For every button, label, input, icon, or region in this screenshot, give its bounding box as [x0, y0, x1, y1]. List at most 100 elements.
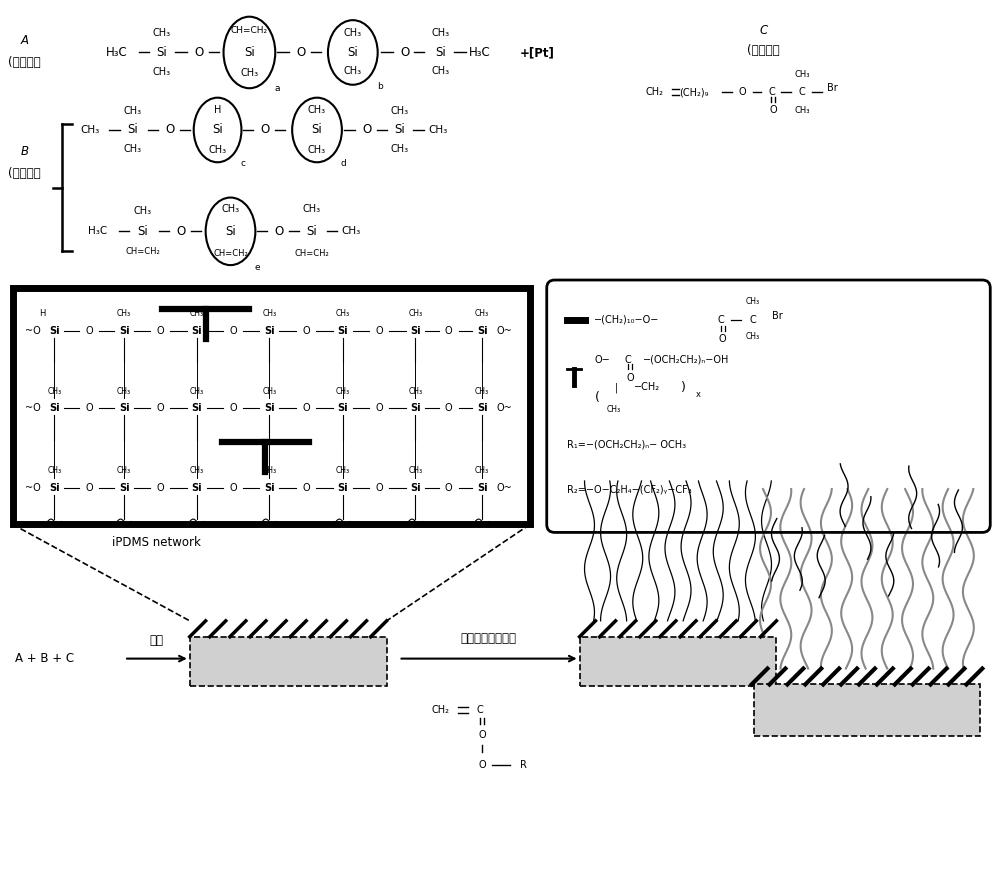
Text: B: B [21, 145, 29, 158]
Text: O~: O~ [496, 326, 512, 335]
Text: C: C [625, 355, 632, 364]
Text: CH₃: CH₃ [390, 143, 409, 154]
Text: CH₃: CH₃ [117, 309, 131, 319]
Text: CH₃: CH₃ [47, 387, 62, 396]
Text: H₃C: H₃C [106, 46, 128, 59]
Text: CH₃: CH₃ [408, 387, 423, 396]
Text: CH₃: CH₃ [117, 387, 131, 396]
Text: Br: Br [827, 84, 838, 93]
Text: Si: Si [338, 483, 348, 493]
Text: CH₃: CH₃ [190, 387, 204, 396]
Text: Si: Si [157, 46, 167, 59]
Text: A + B + C: A + B + C [15, 652, 74, 665]
Text: Si: Si [119, 483, 129, 493]
Text: −(CH₂)₁₀−O−: −(CH₂)₁₀−O− [594, 315, 660, 325]
Text: CH=CH₂: CH=CH₂ [126, 246, 160, 256]
Text: CH₃: CH₃ [190, 309, 204, 319]
Text: Br: Br [772, 311, 783, 321]
Text: CH₃: CH₃ [429, 125, 448, 135]
Text: O~: O~ [496, 403, 512, 414]
Text: Si: Si [264, 326, 275, 335]
Text: CH₃: CH₃ [475, 387, 489, 396]
Text: CH₃: CH₃ [746, 332, 760, 341]
Text: O~: O~ [496, 483, 512, 493]
Text: C: C [749, 315, 756, 325]
Text: CH₃: CH₃ [153, 27, 171, 38]
Text: iPDMS: iPDMS [267, 655, 309, 668]
Text: Si: Si [128, 123, 138, 136]
Text: O: O [375, 326, 383, 335]
Text: O: O [626, 373, 634, 384]
Text: ~O: ~O [25, 403, 40, 414]
Text: Si: Si [410, 403, 421, 414]
Text: Si: Si [191, 403, 202, 414]
Text: CH₃: CH₃ [209, 145, 227, 155]
Text: O: O [275, 224, 284, 238]
Text: Si: Si [119, 403, 129, 414]
Text: ~O: ~O [25, 483, 40, 493]
Text: O: O [176, 224, 185, 238]
Text: a: a [274, 84, 280, 92]
Text: O: O [261, 123, 270, 136]
Text: e: e [255, 262, 260, 272]
FancyBboxPatch shape [580, 637, 776, 686]
Text: Si: Si [347, 46, 358, 59]
Text: CH₃: CH₃ [240, 69, 258, 78]
Text: (交联剂）: (交联剂） [8, 167, 41, 180]
Text: R₁=−(OCH₂CH₂)ₙ− OCH₃: R₁=−(OCH₂CH₂)ₙ− OCH₃ [567, 440, 686, 450]
Text: CH₃: CH₃ [117, 466, 131, 475]
Text: CH₃: CH₃ [190, 466, 204, 475]
Text: iPDMS: iPDMS [846, 704, 888, 717]
Text: O: O [375, 403, 383, 414]
Text: Si: Si [312, 123, 322, 136]
Text: CH₃: CH₃ [431, 66, 449, 77]
Text: CH₃: CH₃ [47, 466, 62, 475]
Text: O: O [165, 123, 174, 136]
Text: CH₃: CH₃ [341, 226, 360, 237]
Text: O: O [194, 46, 203, 59]
Text: −(OCH₂CH₂)ₙ−OH: −(OCH₂CH₂)ₙ−OH [643, 355, 730, 364]
Text: b: b [377, 82, 383, 91]
Text: O: O [445, 483, 453, 493]
Text: O: O [362, 123, 371, 136]
Text: CH₃: CH₃ [336, 466, 350, 475]
Text: CH₂: CH₂ [645, 87, 663, 97]
Text: iPDMS network: iPDMS network [112, 536, 201, 549]
Text: H: H [39, 309, 46, 319]
Text: R: R [520, 760, 527, 770]
Text: ): ) [681, 381, 686, 394]
Text: Si: Si [338, 403, 348, 414]
Text: Si: Si [477, 483, 487, 493]
Text: C: C [759, 24, 768, 37]
Text: CH₃: CH₃ [475, 466, 489, 475]
Text: ~O: ~O [25, 326, 40, 335]
Text: Si: Si [138, 224, 148, 238]
Text: Si: Si [394, 123, 405, 136]
Text: Si: Si [264, 403, 275, 414]
Text: Si: Si [191, 483, 202, 493]
FancyBboxPatch shape [190, 637, 387, 686]
Text: −CH₂: −CH₂ [634, 382, 660, 392]
Text: O: O [296, 46, 306, 59]
Text: CH₃: CH₃ [262, 466, 276, 475]
Text: Si: Si [264, 483, 275, 493]
Text: CH₃: CH₃ [344, 66, 362, 77]
Text: CH₃: CH₃ [390, 106, 409, 116]
Text: O: O [739, 87, 746, 97]
Text: 表面引发聚合反应: 表面引发聚合反应 [460, 632, 516, 645]
Text: O: O [85, 483, 93, 493]
Text: Si: Si [477, 326, 487, 335]
Text: CH₃: CH₃ [336, 387, 350, 396]
Text: Si: Si [49, 403, 60, 414]
Text: iPDMS: iPDMS [657, 655, 699, 668]
Text: O: O [85, 403, 93, 414]
Text: C: C [477, 705, 483, 715]
Text: CH=CH₂: CH=CH₂ [295, 249, 329, 258]
Text: O−: O− [594, 355, 610, 364]
Text: O: O [157, 326, 164, 335]
Text: O: O [445, 403, 453, 414]
Text: CH₃: CH₃ [475, 309, 489, 319]
Text: d: d [341, 159, 347, 168]
Text: CH₃: CH₃ [308, 105, 326, 115]
Text: CH₂: CH₂ [431, 705, 449, 715]
